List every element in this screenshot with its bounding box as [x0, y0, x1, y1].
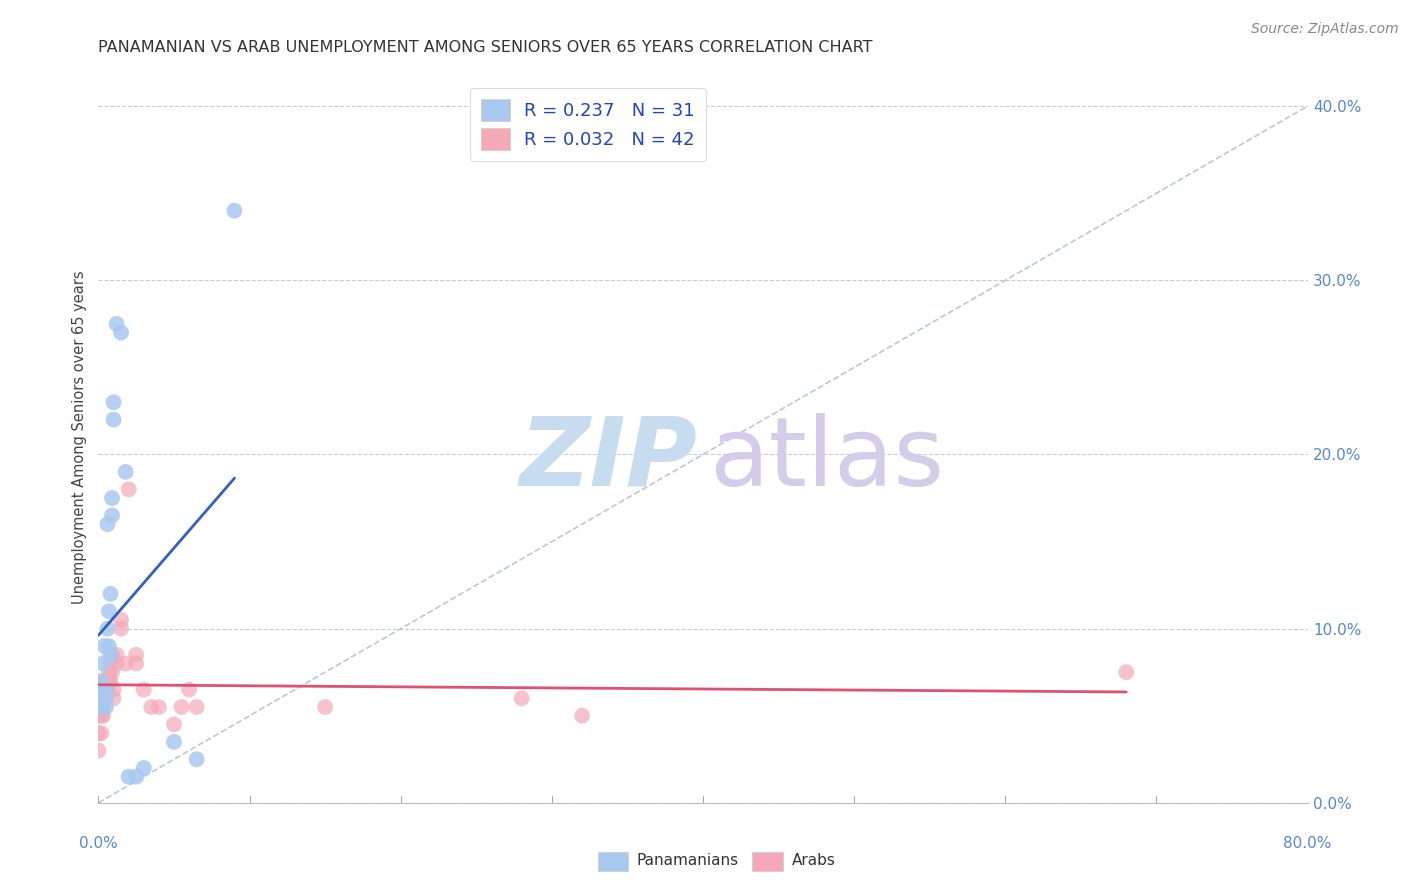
- Point: [90, 708, 112, 723]
- Point: [105, 657, 128, 671]
- Point: [103, 412, 125, 426]
- Point: [103, 691, 125, 706]
- Point: [87, 700, 110, 714]
- Point: [96, 673, 118, 688]
- Point: [98, 639, 121, 653]
- Point: [90, 673, 112, 688]
- Point: [94, 682, 117, 697]
- Point: [186, 752, 208, 766]
- Point: [114, 465, 136, 479]
- Point: [114, 657, 136, 671]
- Point: [90, 700, 112, 714]
- Point: [100, 673, 122, 688]
- Point: [105, 648, 128, 662]
- Point: [163, 735, 186, 749]
- Point: [90, 700, 112, 714]
- Text: ZIP: ZIP: [519, 412, 697, 506]
- Point: [96, 622, 118, 636]
- Point: [101, 648, 124, 662]
- Point: [1115, 665, 1137, 680]
- Point: [103, 395, 125, 409]
- Text: atlas: atlas: [709, 412, 945, 506]
- Point: [91, 657, 114, 671]
- Point: [101, 491, 124, 505]
- Point: [90, 726, 112, 740]
- Point: [98, 604, 121, 618]
- Point: [94, 700, 117, 714]
- Point: [87, 682, 110, 697]
- Point: [91, 700, 114, 714]
- Point: [98, 673, 121, 688]
- Point: [510, 691, 533, 706]
- Text: Arabs: Arabs: [792, 854, 835, 868]
- Point: [96, 517, 118, 532]
- Point: [100, 648, 122, 662]
- Point: [94, 682, 117, 697]
- Point: [91, 708, 114, 723]
- Text: Panamanians: Panamanians: [637, 854, 740, 868]
- Point: [98, 665, 121, 680]
- Point: [163, 717, 186, 731]
- Point: [118, 483, 141, 497]
- Point: [186, 700, 208, 714]
- Point: [94, 691, 117, 706]
- Point: [132, 682, 155, 697]
- Point: [87, 743, 110, 757]
- Y-axis label: Unemployment Among Seniors over 65 years: Unemployment Among Seniors over 65 years: [72, 270, 87, 604]
- Point: [103, 682, 125, 697]
- Point: [148, 700, 170, 714]
- Text: 0.0%: 0.0%: [79, 836, 118, 851]
- Point: [87, 691, 110, 706]
- Point: [170, 700, 193, 714]
- Point: [125, 648, 148, 662]
- Point: [91, 691, 114, 706]
- Point: [571, 708, 593, 723]
- Point: [132, 761, 155, 775]
- Point: [125, 657, 148, 671]
- Point: [105, 317, 128, 331]
- Point: [91, 691, 114, 706]
- Point: [110, 613, 132, 627]
- Point: [91, 682, 114, 697]
- Point: [179, 682, 201, 697]
- Point: [100, 587, 122, 601]
- Point: [93, 682, 115, 697]
- Legend: R = 0.237   N = 31, R = 0.032   N = 42: R = 0.237 N = 31, R = 0.032 N = 42: [470, 87, 706, 161]
- Point: [101, 665, 124, 680]
- Point: [94, 691, 117, 706]
- Text: Source: ZipAtlas.com: Source: ZipAtlas.com: [1251, 22, 1399, 37]
- Point: [125, 770, 148, 784]
- Point: [118, 770, 141, 784]
- Point: [93, 639, 115, 653]
- Point: [110, 622, 132, 636]
- Point: [87, 708, 110, 723]
- Point: [224, 203, 246, 218]
- Point: [101, 508, 124, 523]
- Point: [93, 673, 115, 688]
- Point: [110, 326, 132, 340]
- Point: [87, 726, 110, 740]
- Point: [100, 657, 122, 671]
- Text: 80.0%: 80.0%: [1284, 836, 1331, 851]
- Text: PANAMANIAN VS ARAB UNEMPLOYMENT AMONG SENIORS OVER 65 YEARS CORRELATION CHART: PANAMANIAN VS ARAB UNEMPLOYMENT AMONG SE…: [98, 40, 873, 55]
- Point: [141, 700, 163, 714]
- Point: [314, 700, 336, 714]
- Point: [96, 682, 118, 697]
